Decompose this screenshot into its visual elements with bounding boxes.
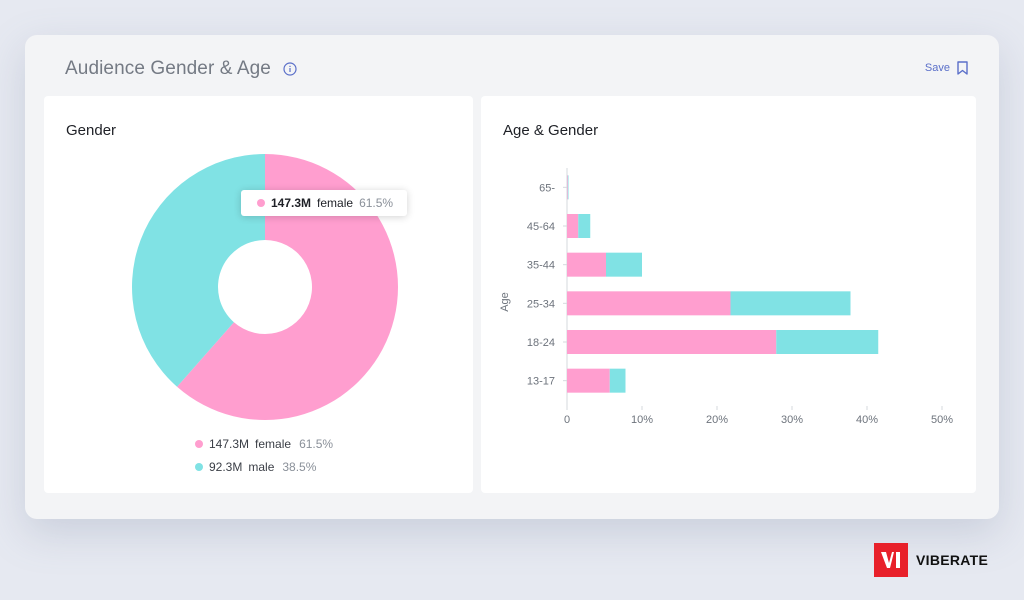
female-slice[interactable] [177,154,398,420]
bookmark-icon [957,61,968,75]
gender-panel: Gender 147.3M female 61.5% 147.3M female… [44,96,473,493]
bar-female[interactable] [567,214,579,238]
y-tick-label: 35-44 [527,260,555,272]
male-slice[interactable] [131,154,265,387]
save-label: Save [924,62,950,74]
bar-male[interactable] [606,252,642,277]
tooltip-percent: 61.5% [359,196,394,210]
bar-female[interactable] [567,175,568,200]
legend-value: 92.3M [209,459,243,474]
female-dot [257,199,265,207]
chart-tooltip: 147.3M female 61.5% [241,190,408,216]
y-tick-label: 18-24 [527,337,555,349]
bar-female[interactable] [567,368,610,393]
y-tick-label: 25-34 [527,298,555,310]
brand-logo: VIBERATE [874,543,988,577]
bar-male[interactable] [776,330,879,354]
tooltip-value: 147.3M [271,196,312,210]
viberate-logo-icon [874,543,908,577]
bar-male[interactable] [567,175,569,200]
age-panel-title: Age & Gender [503,122,599,139]
y-tick-label: 45-64 [527,221,555,233]
x-tick-label: 50% [931,414,953,426]
gender-panel-title: Gender [66,122,117,139]
audience-gender-age-card: Audience Gender & Age Save Gender 147.3M… [25,35,999,519]
save-button[interactable]: Save [925,61,968,75]
bar-female[interactable] [567,330,777,354]
gender-legend: 147.3M female 61.5% 92.3M male 38.5% [195,432,333,478]
age-gender-panel: Age & Gender 65- 45-64 35-44 25-34 18-24 13-1… [481,96,976,493]
legend-item-male[interactable]: 92.3M male 38.5% [195,455,333,478]
x-tick-label: 0 [564,414,570,426]
brand-name: VIBERATE [916,552,989,568]
bar-male[interactable] [578,214,591,238]
y-axis-label: Age [499,292,511,312]
x-tick-label: 10% [631,414,653,426]
legend-percent: 38.5% [282,459,317,474]
female-dot [195,439,203,448]
x-tick-label: 20% [706,414,728,426]
gender-donut-chart [131,154,398,420]
y-tick-label: 65- [539,182,555,194]
legend-label: male [248,459,275,474]
age-gender-bar-chart: 65- 45-64 35-44 25-34 18-24 13-17 0 10% 20% 30% 40… [499,168,953,426]
male-dot [195,462,203,471]
legend-value: 147.3M [209,436,250,451]
legend-percent: 61.5% [299,436,334,451]
legend-item-female[interactable]: 147.3M female 61.5% [195,432,333,455]
bar-female[interactable] [567,291,731,316]
x-tick-label: 30% [781,414,803,426]
bar-female[interactable] [567,252,606,277]
bar-male[interactable] [609,368,626,393]
bar-male[interactable] [730,291,851,316]
legend-label: female [255,436,292,451]
tooltip-label: female [317,196,354,210]
y-tick-label: 13-17 [527,376,555,388]
info-icon[interactable] [283,62,297,76]
card-title: Audience Gender & Age [65,58,271,79]
x-tick-label: 40% [856,414,878,426]
